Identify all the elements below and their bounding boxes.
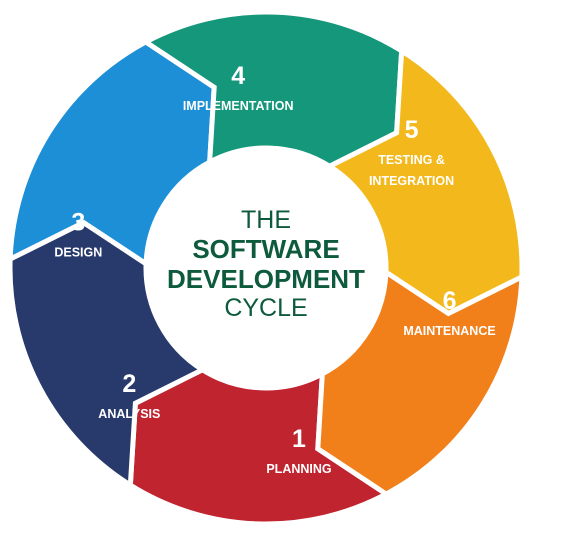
center-title-line-1: THE — [241, 206, 291, 234]
cycle-stage-labels: 1 PLANNING 2 ANALYSIS 3 DESIGN 4 IMPLEMENTATION… — [54, 62, 495, 476]
stage-label-2: ANALYSIS — [98, 407, 160, 421]
stage-number-3: 3 — [71, 208, 85, 236]
center-title-line-3: DEVELOPMENT — [167, 264, 365, 294]
center-title-line-2: SOFTWARE — [192, 234, 339, 264]
stage-number-1: 1 — [292, 425, 306, 453]
stage-number-2: 2 — [122, 370, 136, 398]
stage-label-1: PLANNING — [266, 462, 331, 476]
stage-number-4: 4 — [231, 62, 245, 90]
stage-label-6: MAINTENANCE — [403, 324, 495, 338]
stage-label-3: DESIGN — [54, 245, 102, 259]
stage-label-5-line-2: INTEGRATION — [369, 174, 454, 188]
cycle-segments — [7, 9, 525, 527]
center-circle — [146, 148, 386, 388]
stage-label-4: IMPLEMENTATION — [183, 99, 294, 113]
stage-number-5: 5 — [405, 116, 419, 144]
center-title: THE SOFTWARE DEVELOPMENT CYCLE — [167, 206, 365, 322]
stage-label-5-line-1: TESTING & — [378, 153, 445, 167]
center-title-line-4: CYCLE — [224, 294, 307, 322]
stage-number-6: 6 — [443, 287, 457, 315]
